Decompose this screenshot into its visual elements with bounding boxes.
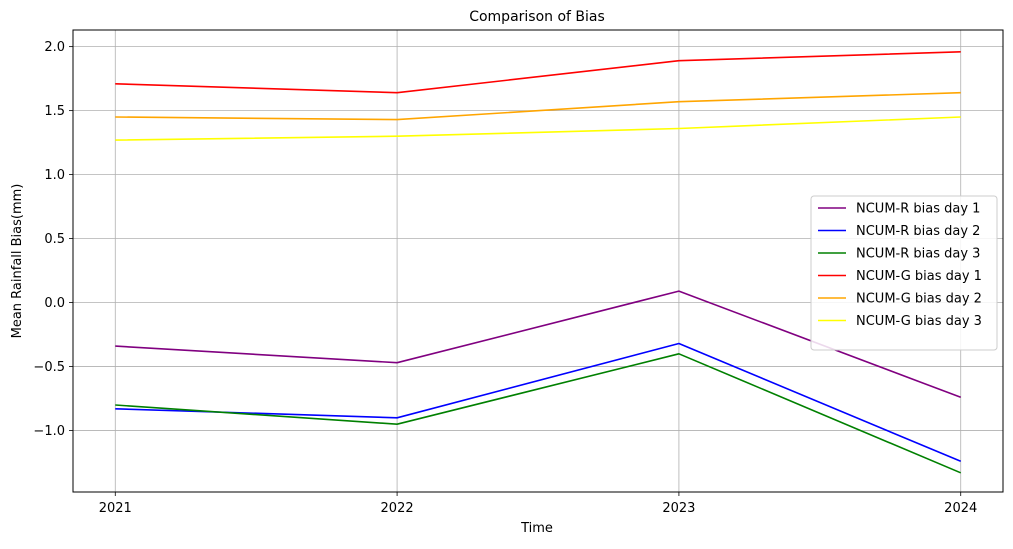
x-tick-label: 2022 — [381, 501, 414, 516]
chart-title: Comparison of Bias — [469, 9, 605, 25]
legend-label: NCUM-G bias day 2 — [856, 292, 982, 307]
x-tick-label: 2023 — [662, 501, 695, 516]
legend-label: NCUM-G bias day 1 — [856, 269, 982, 284]
x-tick-label: 2021 — [99, 501, 132, 516]
x-axis-label: Time — [520, 521, 553, 536]
series-line-6 — [115, 116, 961, 141]
series-line-2 — [115, 342, 962, 463]
y-tick-label: −1.0 — [33, 424, 65, 439]
plot-area-frame — [72, 29, 1004, 493]
y-tick-label: 1.0 — [44, 168, 65, 183]
legend-label: NCUM-R bias day 1 — [856, 202, 980, 217]
series-line-4 — [115, 51, 961, 94]
legend-label: NCUM-R bias day 3 — [856, 247, 980, 262]
y-tick-label: 0.5 — [44, 232, 65, 247]
y-axis-label: Mean Rainfall Bias(mm) — [10, 184, 25, 339]
x-tick-label: 2024 — [944, 501, 977, 516]
axis-ticks: 2021 2022 2023 2024 −1.0 −0.5 0.0 0.5 1.0 1.5 2.0 — [33, 40, 977, 516]
y-tick-label: 2.0 — [44, 40, 65, 55]
series-line-5 — [115, 91, 961, 121]
legend-box — [810, 195, 998, 351]
y-tick-label: 1.5 — [44, 104, 65, 119]
y-tick-label: 0.0 — [44, 296, 65, 311]
series-line-3 — [115, 352, 962, 474]
series-lines — [115, 51, 962, 474]
legend-label: NCUM-G bias day 3 — [856, 314, 982, 329]
legend: NCUM-R bias day 1 NCUM-R bias day 2 NCUM-R… — [810, 195, 998, 351]
legend-label: NCUM-R bias day 2 — [856, 224, 980, 239]
y-tick-label: −0.5 — [33, 360, 65, 375]
